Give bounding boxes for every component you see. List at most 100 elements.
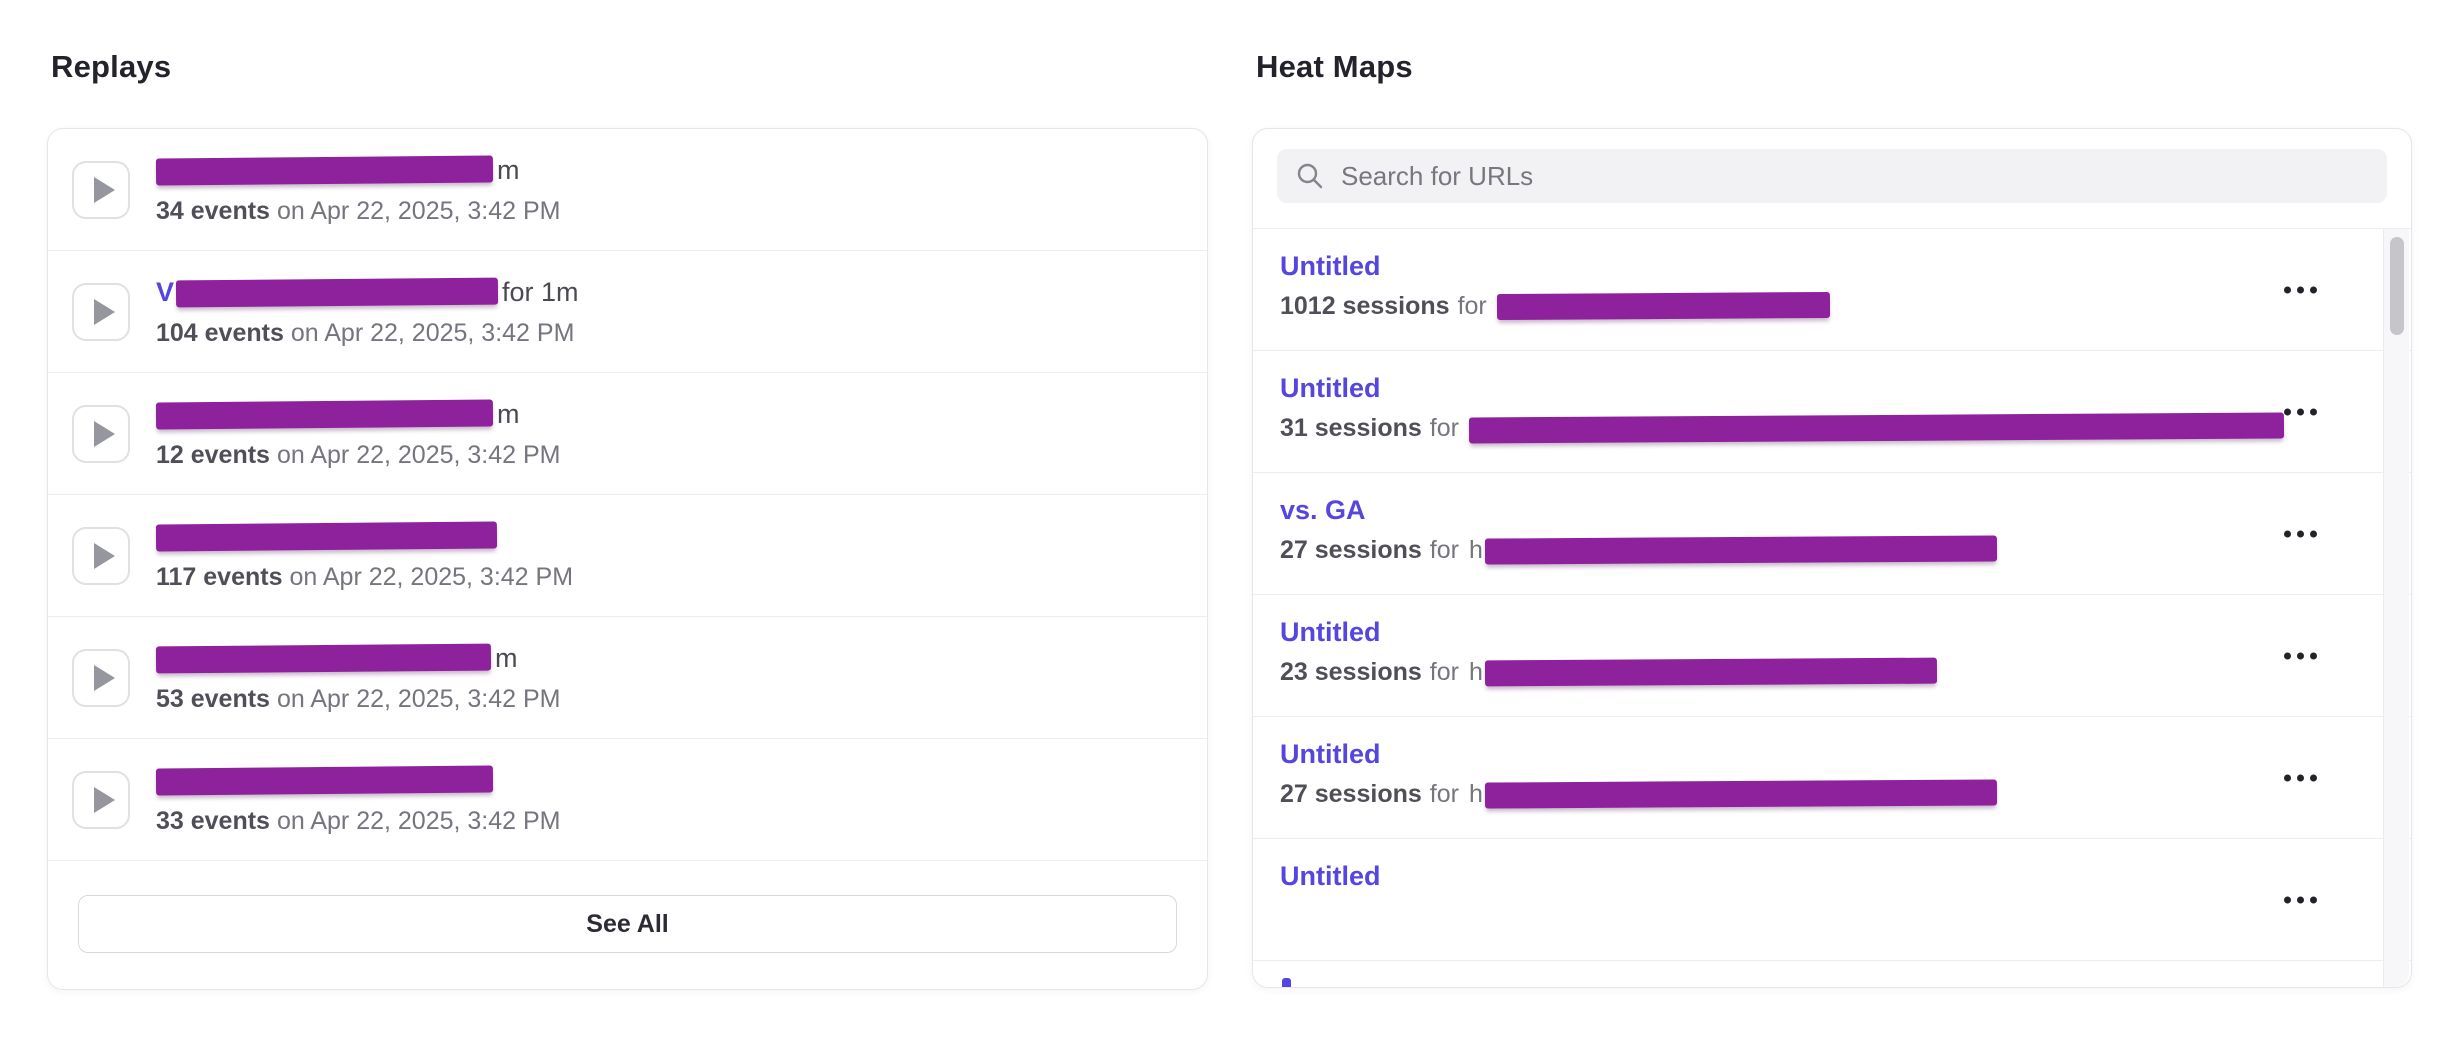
play-icon (94, 786, 115, 813)
heatmaps-title: Heat Maps (1256, 49, 1413, 84)
heatmap-row[interactable]: Untitled 23 sessions for h (1253, 595, 2411, 717)
heatmap-for-label: for (1429, 779, 1459, 808)
replay-title-line (155, 764, 561, 798)
redaction-bar (155, 155, 494, 186)
play-icon (94, 176, 115, 203)
row-options-menu-button[interactable] (2278, 646, 2323, 665)
play-icon (94, 664, 115, 691)
heatmap-meta: 27 sessions for h (1280, 779, 2291, 809)
replay-row[interactable]: m 34 events on Apr 22, 2025, 3:42 PM (48, 129, 1207, 251)
heatmap-session-count: 23 sessions (1280, 657, 1422, 686)
play-icon (94, 298, 115, 325)
search-icon (1297, 163, 1323, 189)
partial-next-item-sliver (1282, 978, 1291, 987)
heatmaps-search-wrap (1253, 129, 2411, 203)
search-input[interactable] (1341, 149, 2369, 203)
kebab-dot (2310, 408, 2317, 415)
replay-row[interactable]: m 12 events on Apr 22, 2025, 3:42 PM (48, 373, 1207, 495)
heatmap-row[interactable]: vs. GA 27 sessions for h (1253, 473, 2411, 595)
replay-row[interactable]: m 53 events on Apr 22, 2025, 3:42 PM (48, 617, 1207, 739)
heatmap-row-partial (1253, 961, 2411, 987)
heatmap-title-link[interactable]: Untitled (1280, 373, 1381, 403)
replay-event-count: 34 events (156, 196, 270, 225)
kebab-dot (2284, 408, 2291, 415)
replay-event-count: 117 events (156, 562, 283, 591)
replay-date: on Apr 22, 2025, 3:42 PM (289, 562, 574, 591)
kebab-dot (2297, 408, 2304, 415)
heatmap-meta: 1012 sessions for (1280, 291, 2291, 321)
redaction-bar (155, 643, 492, 674)
replay-name-fragment: V (156, 277, 175, 307)
kebab-dot (2297, 896, 2304, 903)
heatmap-url-fragment: h (1468, 779, 1483, 808)
heatmap-title-link[interactable]: Untitled (1280, 617, 1381, 647)
row-options-menu-button[interactable] (2278, 524, 2323, 543)
heatmap-url-fragment: h (1468, 535, 1483, 564)
play-button[interactable] (72, 648, 130, 707)
row-options-menu-button[interactable] (2278, 890, 2323, 909)
redaction-bar (155, 521, 498, 552)
replay-title-line: m (155, 154, 561, 188)
kebab-dot (2310, 286, 2317, 293)
heatmap-session-count: 27 sessions (1280, 535, 1422, 564)
heatmap-row[interactable]: Untitled (1253, 839, 2411, 961)
replays-panel: Replays m (47, 48, 1208, 990)
heatmap-title-link[interactable]: Untitled (1280, 861, 1381, 891)
replay-event-count: 33 events (156, 806, 270, 835)
play-button[interactable] (72, 770, 130, 829)
row-options-menu-button[interactable] (2278, 280, 2323, 299)
play-icon (94, 542, 115, 569)
heatmap-title-link[interactable]: Untitled (1280, 739, 1381, 769)
heatmaps-search-box[interactable] (1277, 149, 2387, 203)
replay-meta: 12 events on Apr 22, 2025, 3:42 PM (156, 441, 561, 470)
kebab-dot (2284, 896, 2291, 903)
replay-row[interactable]: 33 events on Apr 22, 2025, 3:42 PM (48, 739, 1207, 861)
kebab-dot (2284, 286, 2291, 293)
heatmap-for-label: for (1457, 291, 1487, 320)
heatmap-for-label: for (1429, 535, 1459, 564)
scrollbar-track[interactable] (2383, 229, 2409, 987)
replay-duration-fragment: for 1m (502, 277, 579, 307)
heatmap-meta: 27 sessions for h (1280, 535, 2291, 565)
kebab-dot (2310, 896, 2317, 903)
replay-text: 33 events on Apr 22, 2025, 3:42 PM (155, 764, 561, 836)
replay-row[interactable]: V for 1m 104 events on Apr 22, 2025, 3:42… (48, 251, 1207, 373)
heatmap-session-count: 31 sessions (1280, 413, 1422, 442)
see-all-button[interactable]: See All (78, 895, 1177, 953)
play-icon (94, 420, 115, 447)
kebab-dot (2297, 774, 2304, 781)
replay-row[interactable]: 117 events on Apr 22, 2025, 3:42 PM (48, 495, 1207, 617)
replay-event-count: 12 events (156, 440, 270, 469)
play-button[interactable] (72, 160, 130, 219)
replays-list: m 34 events on Apr 22, 2025, 3:42 PM (48, 129, 1207, 861)
heatmap-title-link[interactable]: Untitled (1280, 251, 1381, 281)
heatmap-row[interactable]: Untitled 1012 sessions for (1253, 229, 2411, 351)
kebab-dot (2284, 774, 2291, 781)
kebab-dot (2310, 774, 2317, 781)
heatmap-row[interactable]: Untitled 27 sessions for h (1253, 717, 2411, 839)
heatmap-title-link[interactable]: vs. GA (1280, 495, 1366, 525)
kebab-dot (2310, 652, 2317, 659)
row-options-menu-button[interactable] (2278, 768, 2323, 787)
heatmap-url-fragment: h (1468, 657, 1483, 686)
scrollbar-thumb[interactable] (2389, 237, 2404, 335)
redaction-bar (175, 277, 499, 308)
replay-date: on Apr 22, 2025, 3:42 PM (276, 806, 561, 835)
heatmap-meta: 23 sessions for h (1280, 657, 2291, 687)
replay-event-count: 104 events (156, 318, 284, 347)
play-button[interactable] (72, 282, 130, 341)
replay-event-count: 53 events (156, 684, 270, 713)
replay-text: m 12 events on Apr 22, 2025, 3:42 PM (155, 398, 561, 470)
play-button[interactable] (72, 404, 130, 463)
replay-duration-fragment: m (497, 399, 520, 429)
replay-title-line: m (155, 398, 561, 432)
row-options-menu-button[interactable] (2278, 402, 2323, 421)
kebab-dot (2297, 652, 2304, 659)
redaction-bar (1496, 291, 1830, 321)
heatmap-row[interactable]: Untitled 31 sessions for (1253, 351, 2411, 473)
play-button[interactable] (72, 526, 130, 585)
kebab-dot (2284, 530, 2291, 537)
kebab-dot (2297, 530, 2304, 537)
